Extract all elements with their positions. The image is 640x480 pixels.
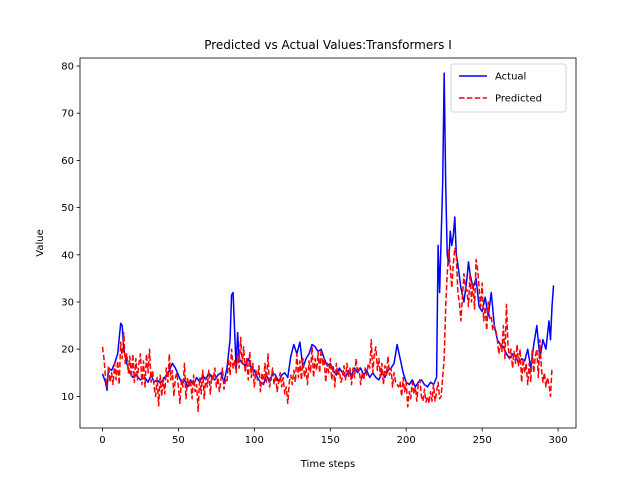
plot-area — [101, 72, 555, 413]
y-tick-label: 50 — [61, 203, 74, 214]
x-tick-label: 300 — [549, 435, 568, 446]
y-tick-label: 80 — [61, 62, 74, 73]
y-axis-label: Value — [35, 229, 46, 256]
y-tick-label: 60 — [61, 156, 74, 167]
legend-label-predicted: Predicted — [495, 94, 542, 105]
legend-label-actual: Actual — [495, 72, 526, 83]
x-tick-label: 50 — [172, 435, 185, 446]
x-tick-label: 150 — [321, 435, 340, 446]
y-tick-label: 70 — [61, 109, 74, 120]
y-tick-label: 30 — [61, 297, 74, 308]
series-line-predicted — [101, 246, 553, 413]
x-tick-label: 200 — [397, 435, 416, 446]
legend: Actual Predicted — [450, 63, 567, 113]
axes-frame — [79, 57, 577, 429]
x-tick-label: 250 — [473, 435, 492, 446]
x-tick-label: 0 — [99, 435, 105, 446]
y-tick-label: 40 — [61, 250, 74, 261]
y-tick-label: 10 — [61, 392, 74, 403]
x-tick-label: 100 — [245, 435, 264, 446]
x-axis-label: Time steps — [300, 459, 356, 470]
y-tick-label: 20 — [61, 345, 74, 356]
chart-title: Predicted vs Actual Values:Transformers … — [204, 38, 452, 52]
axes: 0 50 100 150 200 250 300 10 20 30 40 50 60 70 80 — [61, 57, 577, 446]
